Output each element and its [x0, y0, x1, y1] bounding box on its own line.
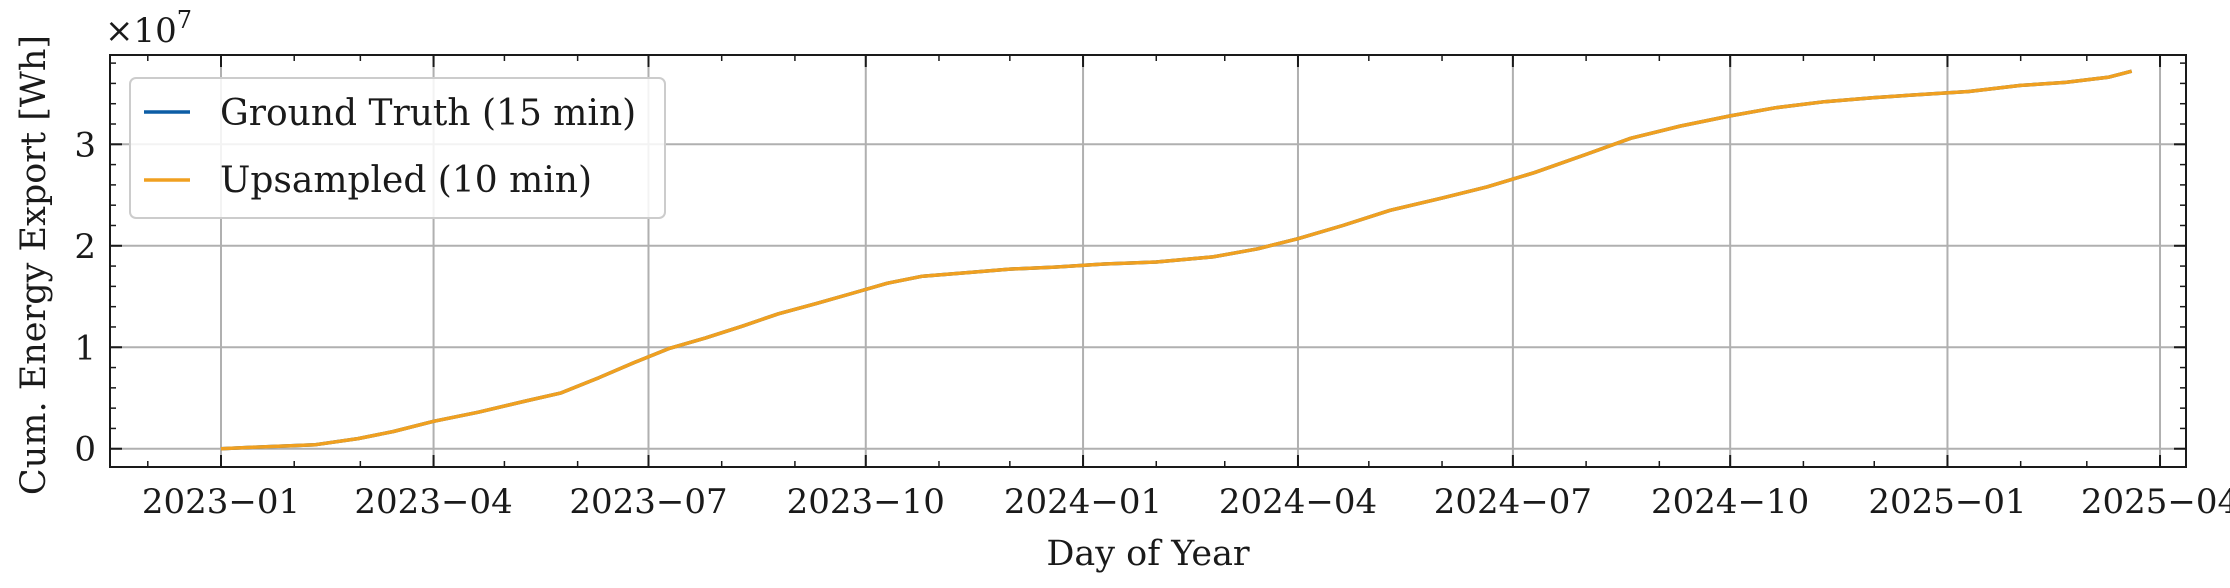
- x-tick-label: 2024−04: [1219, 482, 1377, 522]
- x-tick-label: 2023−01: [142, 482, 300, 522]
- y-tick-label: 1: [74, 328, 96, 368]
- y-axis-label: Cum. Energy Export [Wh]: [14, 35, 54, 495]
- series-line-upsampled: [220, 69, 2133, 451]
- legend-frame: [129, 77, 666, 219]
- x-axis-label: Day of Year: [1046, 534, 1250, 574]
- plot-frame: [109, 54, 2187, 468]
- tick-labels: 2023−01 2023−04 2023−07 2023−10 2024−01 2024−…: [74, 125, 2230, 522]
- x-tick-label: 2023−04: [354, 482, 512, 522]
- x-tick-label: 2023−07: [569, 482, 727, 522]
- y-tick-label: 3: [74, 125, 96, 165]
- y-tick-label: 0: [74, 430, 96, 470]
- y-offset-label: ×107: [105, 6, 192, 51]
- x-tick-label: 2025−04: [2081, 482, 2230, 522]
- x-tick-label: 2025−01: [1868, 482, 2026, 522]
- legend-label-upsampled: Upsampled (10 min): [220, 160, 592, 201]
- x-tick-label: 2024−10: [1651, 482, 1809, 522]
- y-offset-exponent: 7: [177, 6, 192, 34]
- legend: Ground Truth (15 min) Upsampled (10 min): [129, 77, 666, 219]
- x-tick-label: 2023−10: [787, 482, 945, 522]
- ticks: [110, 55, 2186, 467]
- series-layer: [220, 69, 2133, 451]
- legend-label-ground-truth: Ground Truth (15 min): [220, 93, 636, 134]
- x-tick-label: 2024−01: [1004, 482, 1162, 522]
- x-tick-label: 2024−07: [1434, 482, 1592, 522]
- y-tick-label: 2: [74, 227, 96, 267]
- y-offset-base: ×10: [105, 11, 177, 51]
